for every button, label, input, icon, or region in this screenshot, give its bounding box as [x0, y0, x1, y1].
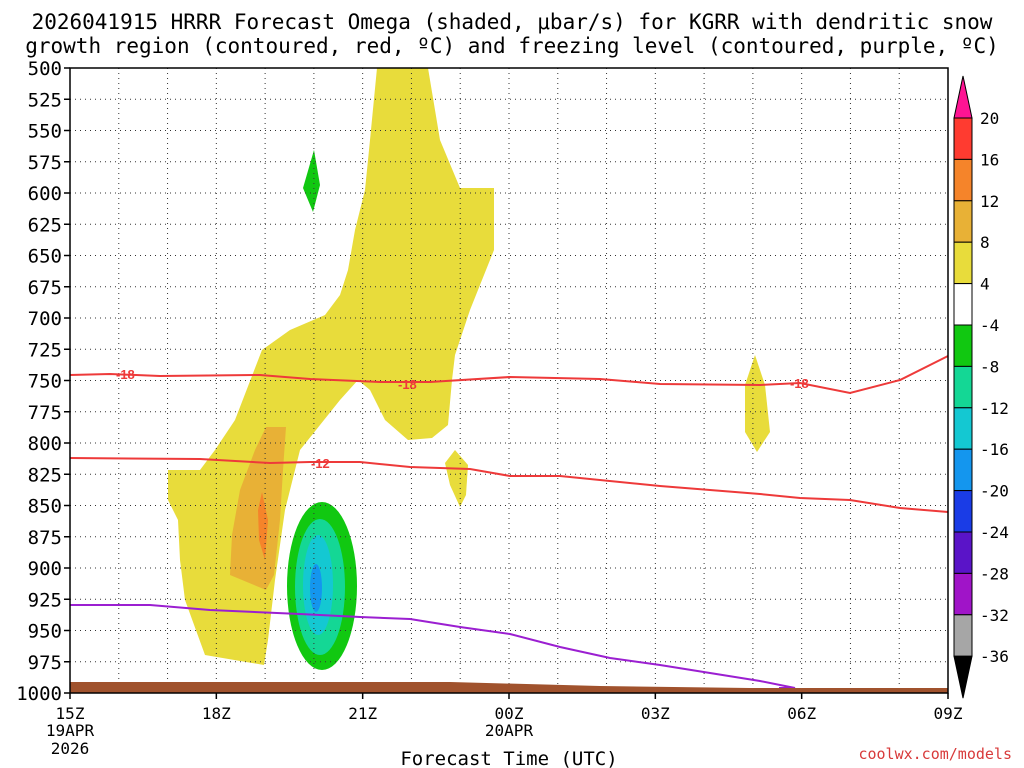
- omega-positive-region-late: [745, 355, 770, 452]
- contour-line-freezing-level: [70, 604, 796, 689]
- y-tick-label: 725: [28, 339, 62, 361]
- colorbar-level-label: -4: [980, 316, 999, 335]
- x-date-label: 2026: [51, 739, 90, 758]
- contour-labels: -18 -18 -18 -12: [116, 367, 809, 471]
- colorbar-segment: [953, 158, 973, 202]
- y-tick-label: 900: [28, 558, 62, 580]
- y-tick-label: 575: [28, 152, 62, 174]
- y-tick-label: 850: [28, 496, 62, 518]
- y-tick-label: 525: [28, 89, 62, 111]
- colorbar-segment: [953, 365, 973, 409]
- colorbar-level-label: -20: [980, 482, 1009, 501]
- colorbar-level-label: -36: [980, 647, 1009, 666]
- colorbar-level-label: -12: [980, 399, 1009, 418]
- colorbar-level-label: -24: [980, 523, 1009, 542]
- y-tick-label: 625: [28, 214, 62, 236]
- colorbar-segment: [953, 241, 973, 285]
- omega-region-8: [230, 427, 286, 590]
- colorbar-level-label: 8: [980, 233, 990, 252]
- colorbar-level-label: -16: [980, 440, 1009, 459]
- omega-positive-region-small: [445, 450, 468, 507]
- grid-lines: [70, 68, 948, 693]
- y-tick-label: 775: [28, 402, 62, 424]
- x-tick-label: 03Z: [641, 704, 670, 723]
- colorbar-bottom-arrow: [953, 655, 973, 699]
- y-tick-label: 550: [28, 121, 62, 143]
- omega-negative-region-20: [310, 564, 322, 612]
- contour-label: -18: [790, 376, 809, 391]
- colorbar-level-label: 20: [980, 109, 999, 128]
- y-tick-label: 600: [28, 183, 62, 205]
- x-tick-label: 06Z: [787, 704, 816, 723]
- colorbar-segment: [953, 407, 973, 450]
- x-date-label: 19APR: [46, 721, 95, 740]
- colorbar-segment: [953, 572, 973, 616]
- colorbar-level-label: 4: [980, 275, 990, 294]
- y-tick-label: 500: [28, 58, 62, 80]
- y-tick-label: 1000: [16, 683, 62, 705]
- x-tick-label: 15Z: [56, 704, 85, 723]
- contour-label: -18: [398, 377, 417, 392]
- y-axis: 500 525 550 575 600 625 650 675 700 725 750 775 800 8…: [16, 58, 70, 705]
- colorbar-segment: [953, 117, 973, 160]
- contour-line-minus12: [69, 457, 949, 513]
- omega-negative-spot: [303, 150, 320, 212]
- colorbar-segment: [953, 531, 973, 574]
- x-tick-label: 09Z: [934, 704, 963, 723]
- y-tick-label: 975: [28, 652, 62, 674]
- contour-label: -12: [311, 456, 330, 471]
- x-tick-label: 21Z: [348, 704, 377, 723]
- y-tick-label: 875: [28, 527, 62, 549]
- y-tick-label: 800: [28, 433, 62, 455]
- x-tick-label: 00Z: [495, 704, 524, 723]
- colorbar-level-label: -8: [980, 357, 999, 376]
- chart-title-line1: 2026041915 HRRR Forecast Omega (shaded, …: [32, 10, 993, 34]
- y-tick-label: 825: [28, 464, 62, 486]
- colorbar-level-label: -28: [980, 564, 1009, 583]
- y-tick-label: 950: [28, 621, 62, 643]
- y-tick-label: 925: [28, 589, 62, 611]
- colorbar-segment: [953, 490, 973, 533]
- colorbar-segment: [953, 324, 973, 367]
- contour-line-minus18: [69, 355, 949, 395]
- colorbar-level-label: -32: [980, 606, 1009, 625]
- y-tick-label: 750: [28, 371, 62, 393]
- colorbar-level-label: 12: [980, 192, 999, 211]
- colorbar: 20 16 12 8 4 -4 -8 -12 -16 -20 -24 -28 -32 -36: [953, 75, 1009, 699]
- colorbar-segment: [953, 283, 973, 326]
- x-axis-label: Forecast Time (UTC): [400, 748, 617, 768]
- surface-terrain: [70, 682, 948, 693]
- colorbar-segment: [953, 448, 973, 492]
- y-tick-label: 650: [28, 246, 62, 268]
- y-tick-label: 675: [28, 277, 62, 299]
- y-tick-label: 700: [28, 308, 62, 330]
- colorbar-segment: [953, 200, 973, 243]
- contour-label: -18: [116, 367, 135, 382]
- colorbar-segment: [953, 614, 973, 657]
- x-date-label: 20APR: [485, 721, 534, 740]
- colorbar-level-label: 16: [980, 150, 999, 169]
- chart-title-line2: growth region (contoured, red, ºC) and f…: [25, 34, 999, 58]
- credit-text: coolwx.com/models: [858, 745, 1012, 763]
- colorbar-top-arrow: [953, 75, 973, 119]
- x-tick-label: 18Z: [202, 704, 231, 723]
